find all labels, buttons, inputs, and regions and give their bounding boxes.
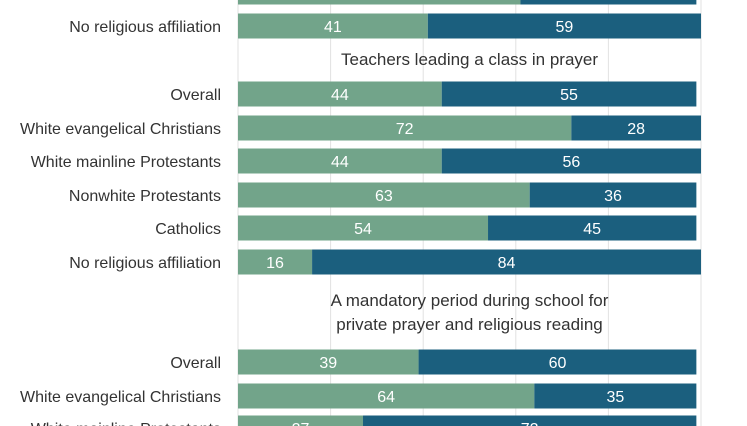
bar-oppose (441, 81, 697, 107)
bar-row: Catholics 54 45 (155, 215, 697, 241)
category-label: White evangelical Christians (20, 121, 221, 138)
value-label-oppose: 36 (604, 188, 622, 205)
bar-oppose (488, 215, 697, 241)
value-label-favor: 63 (375, 188, 393, 205)
section-title: A mandatory period during school for (331, 291, 609, 310)
chart-group-1: Teachers leading a class in prayer Overal… (20, 50, 701, 275)
bar-oppose (529, 182, 697, 208)
category-label: White mainline Protestants (31, 154, 221, 171)
value-label-favor: 44 (331, 87, 349, 104)
bar-row: White evangelical Christians 72 28 (20, 115, 701, 141)
value-label-oppose: 56 (562, 154, 580, 171)
category-label: Overall (170, 355, 221, 372)
bar-oppose (534, 383, 697, 409)
value-label-oppose: 72 (521, 421, 539, 426)
category-label: No religious affiliation (69, 19, 221, 36)
value-label-oppose: 84 (498, 255, 516, 272)
category-label: Nonwhite Protestants (69, 188, 221, 205)
value-label-favor: 72 (396, 121, 414, 138)
value-label-oppose: 55 (560, 87, 578, 104)
bar-oppose (363, 415, 697, 426)
bar-row: White mainline Protestants 27 72 (31, 415, 697, 426)
bar-row: Overall 44 55 (170, 81, 697, 107)
value-label-oppose: 59 (556, 19, 574, 36)
bar-oppose (427, 13, 701, 39)
bar-oppose (441, 148, 701, 174)
category-label: White mainline Protestants (31, 421, 221, 426)
bar-oppose (418, 349, 697, 375)
bar-favor (238, 115, 572, 141)
category-label: Catholics (155, 221, 221, 238)
chart-group-2: A mandatory period during school for priv… (20, 291, 697, 426)
section-title: private prayer and religious reading (336, 315, 603, 334)
bar-oppose (520, 0, 697, 5)
bar-oppose (571, 115, 701, 141)
bar-favor (238, 148, 442, 174)
value-label-favor: 27 (292, 421, 310, 426)
value-label-oppose: 35 (606, 389, 624, 406)
bar-oppose (312, 249, 701, 275)
bar-favor (238, 182, 530, 208)
value-label-favor: 41 (324, 19, 342, 36)
bar-favor (238, 383, 535, 409)
bar-row: No religious affiliation 16 84 (69, 249, 701, 275)
value-label-favor: 54 (354, 221, 372, 238)
bar-favor (238, 13, 428, 39)
value-label-favor: 16 (266, 255, 284, 272)
category-label: White evangelical Christians (20, 389, 221, 406)
value-label-favor: 39 (319, 355, 337, 372)
bar-row: Overall 39 60 (170, 349, 697, 375)
value-label-oppose: 28 (627, 121, 645, 138)
value-label-favor: 64 (377, 389, 395, 406)
value-label-oppose: 45 (583, 221, 601, 238)
section-title: Teachers leading a class in prayer (341, 50, 598, 69)
value-label-oppose: 60 (549, 355, 567, 372)
bar-favor (238, 349, 419, 375)
bar-favor (238, 415, 364, 426)
bar-row: White mainline Protestants 44 56 (31, 148, 701, 174)
value-label-favor: 44 (331, 154, 349, 171)
bar-row: Nonwhite Protestants 63 36 (69, 182, 697, 208)
bar-row: White evangelical Christians 64 35 (20, 383, 697, 409)
bar-row (238, 0, 697, 5)
category-label: No religious affiliation (69, 255, 221, 272)
bar-favor (238, 249, 313, 275)
category-label: Overall (170, 87, 221, 104)
bar-row: No religious affiliation 41 59 (69, 13, 701, 39)
bar-favor (238, 81, 442, 107)
bar-favor (238, 0, 521, 5)
bar-favor (238, 215, 489, 241)
chart-group-0: No religious affiliation 41 59 (69, 0, 701, 39)
